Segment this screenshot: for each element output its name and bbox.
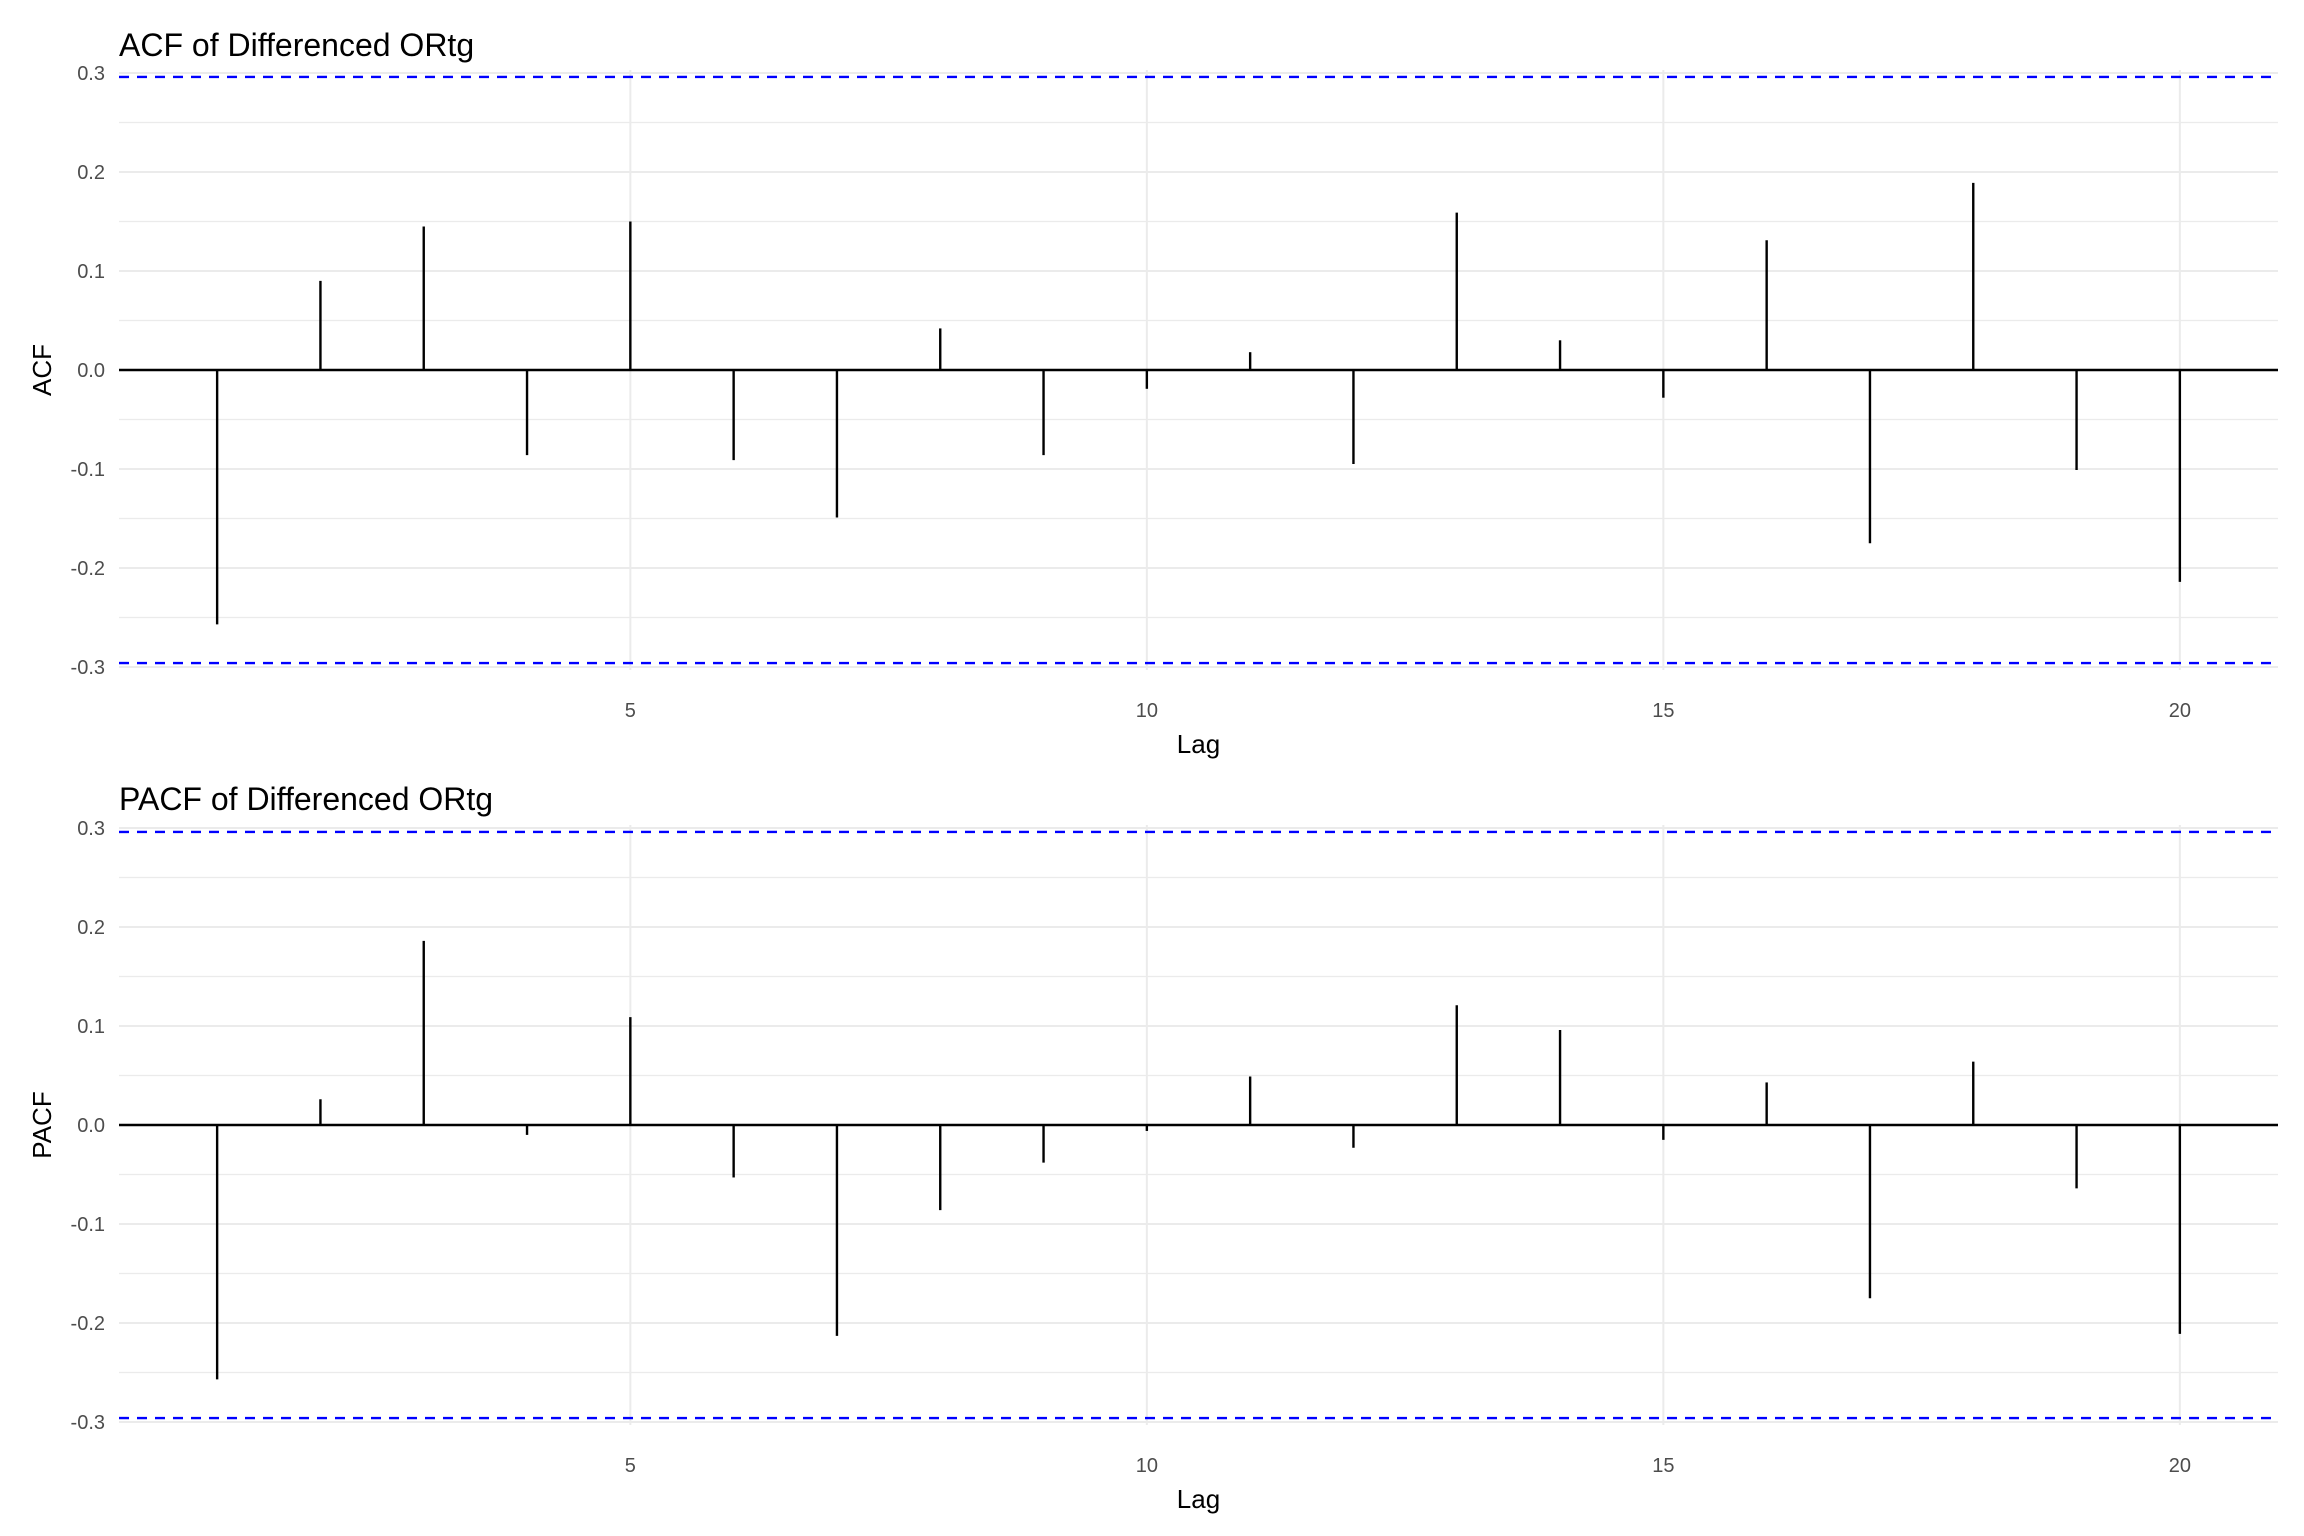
- pacf-y-axis-title: PACF: [27, 1091, 57, 1158]
- acf-y-axis-title: ACF: [27, 344, 57, 396]
- pacf-panel: -0.3 -0.2 -0.1 0.0 0.1 0.2 0.3 5 10 15 20 Lag PACF PA…: [27, 781, 2278, 1514]
- pacf-y-tick-label: 0.3: [77, 818, 105, 840]
- acf-x-tick-label: 10: [1136, 700, 1158, 722]
- pacf-y-tick-label: -0.2: [71, 1313, 105, 1335]
- acf-y-tick-label: -0.1: [71, 459, 105, 481]
- pacf-chart-title: PACF of Differenced ORtg: [119, 781, 493, 817]
- acf-x-axis-title: Lag: [1177, 729, 1220, 759]
- acf-y-tick-label: -0.3: [71, 657, 105, 679]
- pacf-x-tick-label: 15: [1652, 1455, 1674, 1477]
- acf-chart-title: ACF of Differenced ORtg: [119, 27, 474, 63]
- acf-y-tick-label: 0.1: [77, 261, 105, 283]
- pacf-y-tick-label: 0.0: [77, 1115, 105, 1137]
- pacf-y-tick-label: -0.3: [71, 1412, 105, 1434]
- acf-panel: -0.3 -0.2 -0.1 0.0 0.1 0.2 0.3 5 10 15 20 Lag ACF ACF…: [27, 27, 2278, 759]
- pacf-y-tick-label: 0.2: [77, 917, 105, 939]
- acf-x-tick-label: 5: [625, 700, 636, 722]
- acf-y-tick-label: 0.2: [77, 162, 105, 184]
- acf-x-tick-label: 15: [1652, 700, 1674, 722]
- pacf-x-tick-label: 20: [2169, 1455, 2191, 1477]
- pacf-x-axis-title: Lag: [1177, 1484, 1220, 1514]
- pacf-y-tick-label: 0.1: [77, 1016, 105, 1038]
- acf-x-tick-label: 20: [2169, 700, 2191, 722]
- pacf-x-tick-label: 10: [1136, 1455, 1158, 1477]
- acf-y-tick-label: 0.3: [77, 63, 105, 85]
- pacf-y-tick-label: -0.1: [71, 1214, 105, 1236]
- acf-y-tick-label: 0.0: [77, 360, 105, 382]
- pacf-x-tick-label: 5: [625, 1455, 636, 1477]
- acf-y-tick-label: -0.2: [71, 558, 105, 580]
